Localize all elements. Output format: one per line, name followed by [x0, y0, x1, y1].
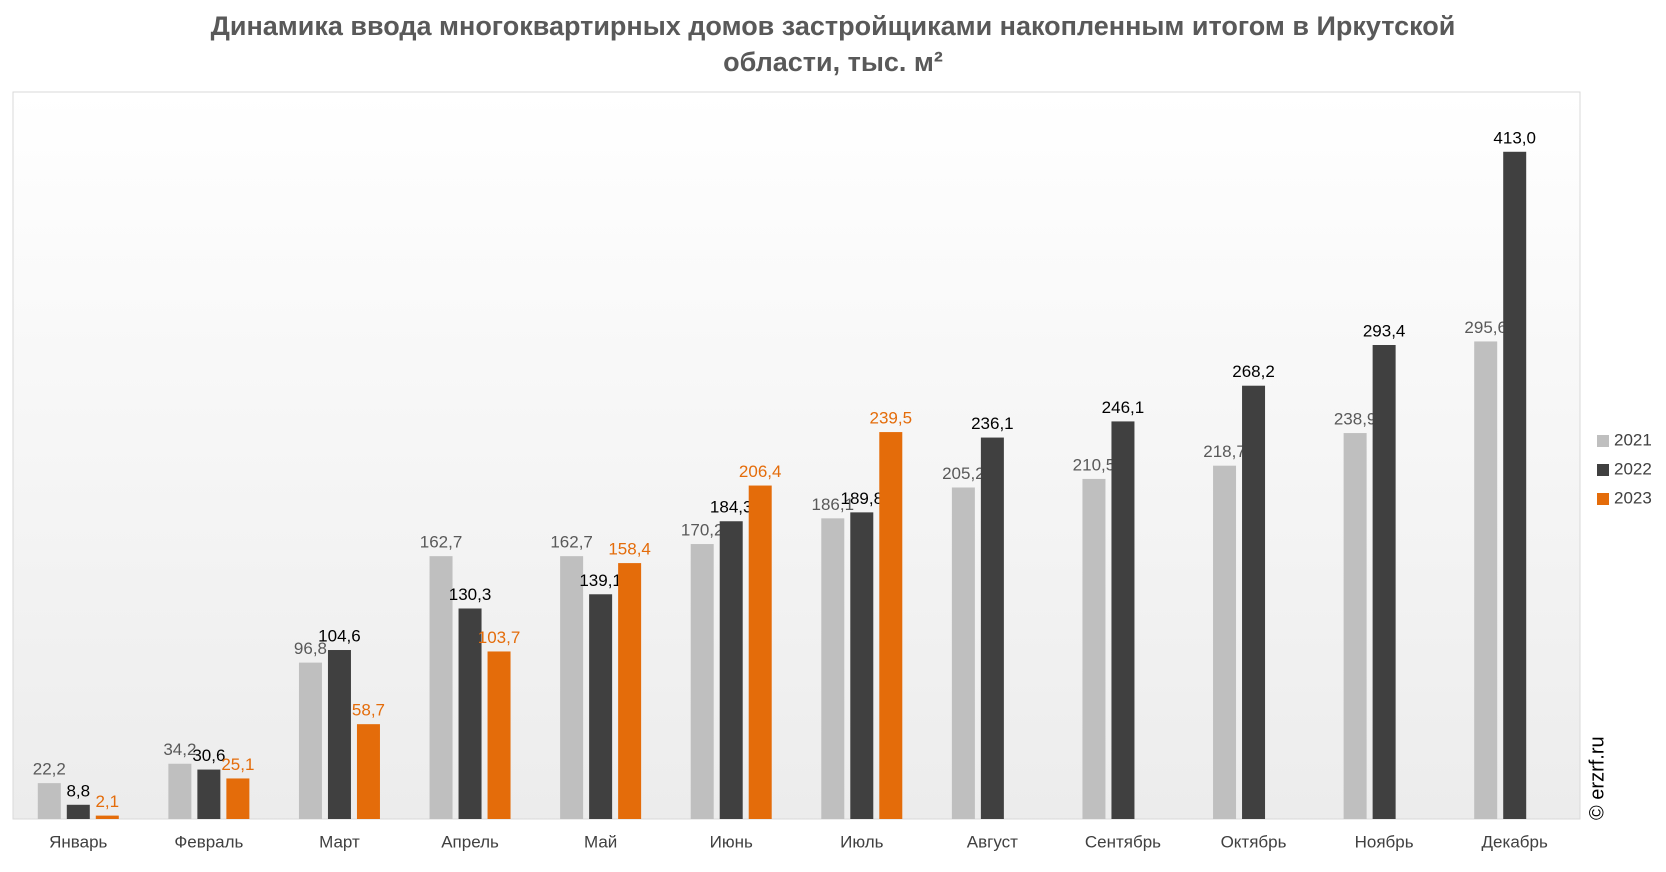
x-tick-label: Май [584, 832, 617, 851]
plot-area [12, 91, 1581, 820]
data-label: 205,2 [942, 464, 985, 483]
x-tick-label: Июль [840, 832, 884, 851]
data-label: 104,6 [318, 626, 361, 645]
bar [168, 763, 192, 819]
x-tick-label: Ноябрь [1355, 832, 1414, 851]
bar [850, 512, 874, 819]
data-label: 162,7 [420, 533, 463, 552]
data-label: 34,2 [163, 740, 196, 759]
legend-label: 2023 [1614, 488, 1652, 507]
data-label: 158,4 [608, 540, 651, 559]
bar [356, 724, 380, 819]
bar [879, 432, 903, 819]
data-label: 139,1 [579, 571, 622, 590]
bar [951, 487, 975, 819]
data-label: 30,6 [192, 746, 225, 765]
data-label: 25,1 [221, 755, 254, 774]
data-label: 218,7 [1203, 442, 1246, 461]
bar [66, 804, 90, 819]
legend-swatch [1597, 464, 1609, 476]
data-label: 189,8 [841, 489, 884, 508]
legend-label: 2022 [1614, 459, 1652, 478]
bar [298, 662, 322, 819]
x-tick-label: Июнь [710, 832, 753, 851]
bar [1082, 478, 1106, 819]
bar [560, 556, 584, 819]
legend-swatch [1597, 435, 1609, 447]
data-label: 293,4 [1363, 321, 1406, 340]
bar [226, 778, 250, 819]
data-label: 2,1 [95, 792, 119, 811]
bar [821, 518, 845, 819]
data-label: 413,0 [1493, 128, 1536, 147]
x-tick-label: Декабрь [1482, 832, 1548, 851]
data-label: 246,1 [1102, 398, 1145, 417]
x-tick-label: Февраль [174, 832, 243, 851]
data-label: 96,8 [294, 639, 327, 658]
bar [327, 650, 351, 819]
data-label: 22,2 [33, 760, 66, 779]
data-label: 236,1 [971, 414, 1014, 433]
data-label: 186,1 [812, 495, 855, 514]
data-label: 295,6 [1464, 318, 1507, 337]
x-tick-label: Август [967, 832, 1018, 851]
bar [1474, 341, 1498, 819]
legend-label: 2021 [1614, 430, 1652, 449]
x-tick-label: Март [319, 832, 360, 851]
bar [589, 594, 613, 819]
x-tick-label: Октябрь [1221, 832, 1287, 851]
data-label: 170,2 [681, 521, 724, 540]
data-label: 103,7 [478, 628, 521, 647]
x-tick-label: Сентябрь [1085, 832, 1161, 851]
x-tick-label: Январь [49, 832, 107, 851]
bar [1503, 151, 1527, 819]
bar [37, 783, 61, 819]
data-label: 130,3 [449, 585, 492, 604]
bar [618, 563, 642, 819]
bar [197, 769, 221, 819]
bar [429, 556, 453, 819]
bar [748, 485, 772, 819]
data-label: 162,7 [550, 533, 593, 552]
copyright: © erzrf.ru [1586, 736, 1608, 820]
bar [1343, 433, 1367, 819]
bar [95, 815, 119, 819]
data-label: 239,5 [870, 409, 913, 428]
bar [719, 521, 743, 819]
data-label: 268,2 [1232, 362, 1275, 381]
data-label: 8,8 [66, 781, 90, 800]
bar [1242, 385, 1266, 819]
bar [980, 437, 1004, 819]
data-label: 184,3 [710, 498, 753, 517]
bar [1372, 344, 1396, 819]
bar [1111, 421, 1135, 819]
bar [690, 544, 714, 819]
legend-swatch [1597, 493, 1609, 505]
data-label: 210,5 [1073, 455, 1116, 474]
data-label: 58,7 [352, 701, 385, 720]
x-tick-label: Апрель [441, 832, 499, 851]
chart-title: Динамика ввода многоквартирных домов зас… [210, 11, 1456, 77]
bar [487, 651, 511, 819]
bar [1213, 465, 1237, 819]
data-label: 238,9 [1334, 410, 1377, 429]
data-label: 206,4 [739, 462, 782, 481]
bar [458, 608, 482, 819]
